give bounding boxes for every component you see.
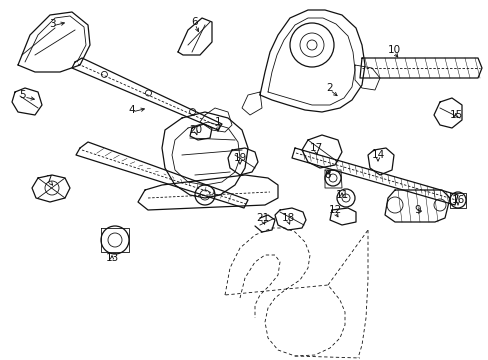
Text: 9: 9 xyxy=(414,205,421,215)
Text: 6: 6 xyxy=(191,17,198,27)
Text: 7: 7 xyxy=(44,175,51,185)
Text: 13: 13 xyxy=(105,253,119,263)
Text: 16: 16 xyxy=(450,195,464,205)
Text: 10: 10 xyxy=(386,45,400,55)
Text: 18: 18 xyxy=(281,213,294,223)
Text: 21: 21 xyxy=(256,213,269,223)
Text: 20: 20 xyxy=(189,125,202,135)
Text: 3: 3 xyxy=(49,19,55,29)
Text: 4: 4 xyxy=(128,105,135,115)
Text: 17: 17 xyxy=(309,143,322,153)
Text: 8: 8 xyxy=(324,170,331,180)
Text: 2: 2 xyxy=(326,83,333,93)
Text: 14: 14 xyxy=(370,150,384,160)
Text: 12: 12 xyxy=(328,205,341,215)
Text: 1: 1 xyxy=(214,117,221,127)
Text: 11: 11 xyxy=(335,190,348,200)
Text: 19: 19 xyxy=(233,153,246,163)
Text: 15: 15 xyxy=(448,110,462,120)
Text: 5: 5 xyxy=(19,90,25,100)
